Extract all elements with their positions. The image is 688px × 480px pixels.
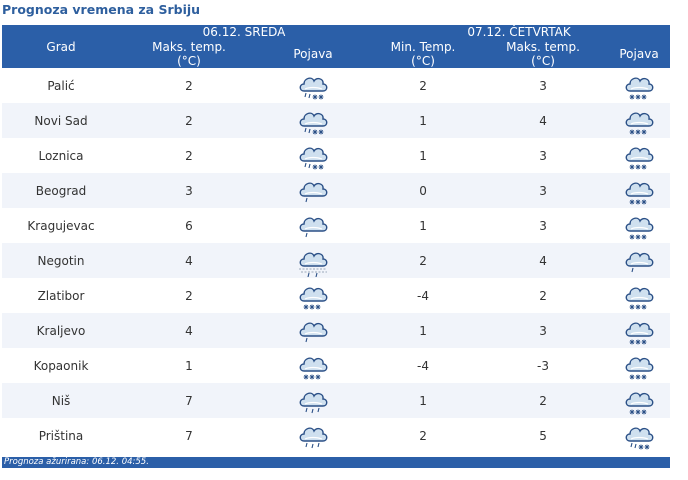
column-header-city: Grad	[2, 25, 120, 68]
max2-cell: -3	[537, 358, 549, 373]
day2-header: 07.12. ČETVRTAK	[368, 25, 671, 39]
cloud-snow-icon	[608, 348, 670, 383]
forecast-table: Grad 06.12. SREDA 07.12. ČETVRTAK Maks. …	[2, 25, 671, 453]
max1-cell: 1	[185, 358, 193, 373]
max2-cell: 3	[478, 173, 609, 208]
table-row: Niš 7 1 2	[2, 383, 671, 418]
max1-cell: 4	[120, 243, 258, 278]
max2-cell: 4	[478, 243, 609, 278]
min2-cell: 1	[419, 148, 427, 163]
cloud-rain-snow-icon	[258, 68, 368, 103]
city-cell: Negotin	[2, 243, 120, 278]
min2-cell: 1	[368, 313, 479, 348]
cloud-snow-icon	[608, 313, 671, 348]
footer-value: 06.12. 04:55.	[91, 457, 149, 467]
max1-cell: 2	[185, 288, 193, 303]
max1-cell: 4	[120, 313, 258, 348]
table-row: Kraljevo 4 1 3	[2, 313, 671, 348]
max2-cell: 3	[539, 78, 547, 93]
min2-cell: 1	[368, 103, 479, 138]
cloud-snow-icon	[608, 68, 670, 103]
column-header-max2: Maks. temp. (°C)	[478, 39, 609, 68]
max2-cell: 3	[539, 218, 547, 233]
max2-cell: 3	[539, 148, 547, 163]
cloud-snow-icon	[608, 278, 670, 313]
cloud-drizzle-icon	[258, 173, 369, 208]
max2-cell: 2	[478, 383, 609, 418]
cloud-rain-icon	[258, 383, 369, 418]
table-row: Priština 7 2 5	[2, 418, 670, 453]
cloud-drizzle-icon	[258, 313, 369, 348]
cloud-snow-icon	[258, 278, 368, 313]
column-header-wx1: Pojava	[258, 39, 369, 68]
cloud-rain-snow-icon	[608, 418, 670, 453]
cloud-snow-icon	[608, 103, 671, 138]
table-row: Palić 2 2 3	[2, 68, 670, 103]
city-cell: Niš	[2, 383, 120, 418]
cloud-drizzle-icon	[258, 208, 368, 243]
min2-cell: 2	[419, 78, 427, 93]
max2-cell: 3	[478, 313, 609, 348]
min2-cell: 2	[368, 243, 479, 278]
max1-cell: 2	[120, 103, 258, 138]
table-row: Zlatibor 2 -4 2	[2, 278, 670, 313]
min2-cell: -4	[417, 358, 429, 373]
cloud-rain-snow-icon	[258, 138, 368, 173]
column-header-max1: Maks. temp. (°C)	[120, 39, 258, 68]
cloud-snow-icon	[608, 208, 670, 243]
cloud-rain-icon	[258, 418, 368, 453]
max1-cell: 2	[185, 78, 193, 93]
city-cell: Novi Sad	[2, 103, 120, 138]
column-header-wx2: Pojava	[608, 39, 671, 68]
cloud-snow-icon	[608, 173, 671, 208]
city-cell: Loznica	[38, 148, 84, 163]
max2-cell: 2	[539, 288, 547, 303]
cloud-fog-rain-icon	[258, 243, 369, 278]
min2-cell: 0	[368, 173, 479, 208]
cloud-snow-icon	[258, 348, 368, 383]
cloud-rain-snow-icon	[258, 103, 369, 138]
cloud-drizzle-icon	[608, 243, 671, 278]
city-cell: Kopaonik	[33, 358, 89, 373]
table-row: Beograd 3 0 3	[2, 173, 671, 208]
min2-cell: 1	[368, 383, 479, 418]
table-row: Kragujevac 6 1 3	[2, 208, 670, 243]
column-header-min2: Min. Temp. (°C)	[368, 39, 479, 68]
max1-cell: 6	[185, 218, 193, 233]
city-cell: Beograd	[2, 173, 120, 208]
cloud-snow-icon	[608, 383, 671, 418]
day1-header: 06.12. SREDA	[120, 25, 369, 39]
city-cell: Palić	[47, 78, 75, 93]
table-row: Kopaonik 1 -4 -3	[2, 348, 670, 383]
max1-cell: 2	[185, 148, 193, 163]
max2-cell: 5	[539, 428, 547, 443]
city-cell: Priština	[38, 428, 84, 443]
city-cell: Kraljevo	[2, 313, 120, 348]
city-cell: Zlatibor	[37, 288, 85, 303]
min2-cell: -4	[417, 288, 429, 303]
max1-cell: 7	[185, 428, 193, 443]
footer-label: Prognoza ažurirana:	[4, 457, 90, 467]
footer-updated: Prognoza ažurirana: 06.12. 04:55.	[2, 457, 670, 468]
page-title: Prognoza vremena za Srbiju	[2, 2, 201, 17]
max1-cell: 3	[120, 173, 258, 208]
max2-cell: 4	[478, 103, 609, 138]
table-row: Negotin 4 2 4	[2, 243, 671, 278]
table-row: Loznica 2 1 3	[2, 138, 670, 173]
cloud-snow-icon	[608, 138, 670, 173]
min2-cell: 2	[419, 428, 427, 443]
table-row: Novi Sad 2 1 4	[2, 103, 671, 138]
max1-cell: 7	[120, 383, 258, 418]
min2-cell: 1	[419, 218, 427, 233]
city-cell: Kragujevac	[27, 218, 95, 233]
